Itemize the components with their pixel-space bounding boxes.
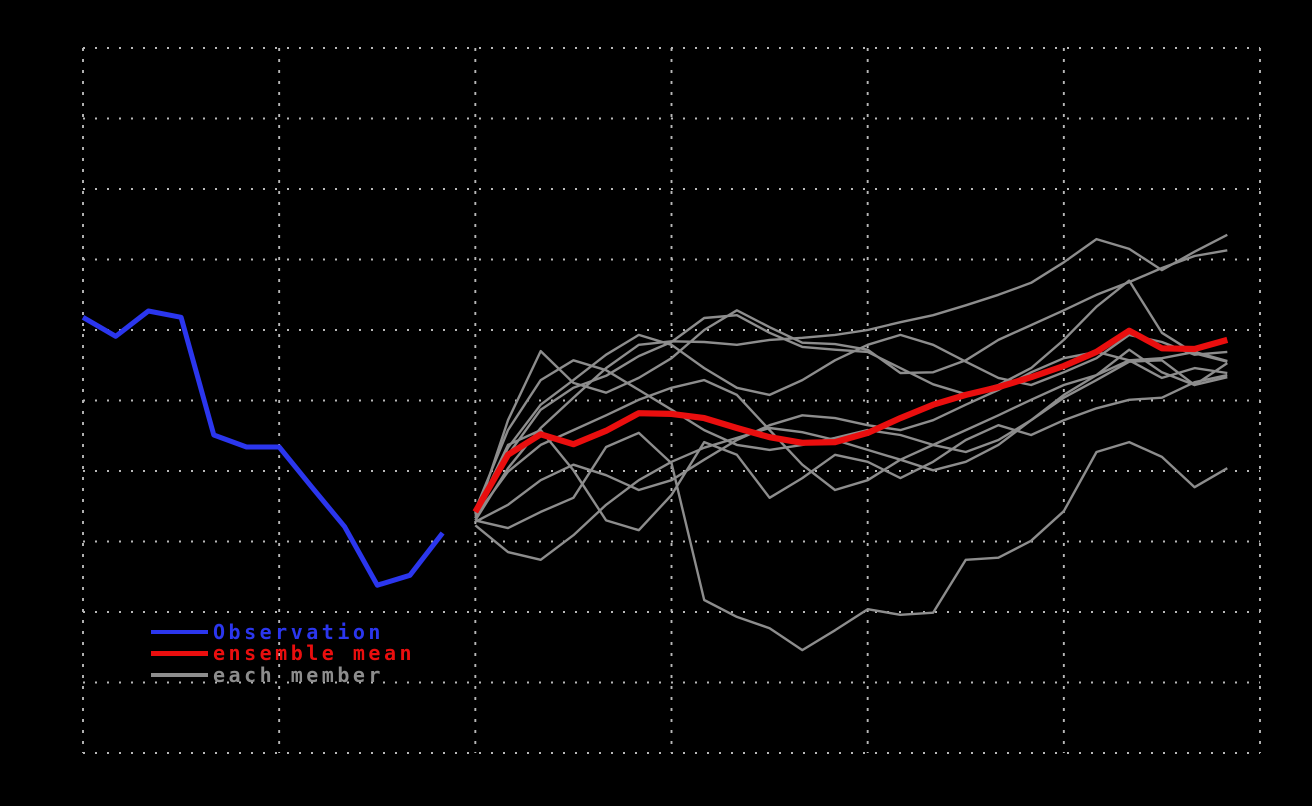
series-ensemble-member: [475, 431, 1228, 652]
series-ensemble-member: [474, 350, 1228, 523]
series-ensemble-member: [474, 233, 1228, 522]
legend-label-ensemble-mean: ensemble mean: [213, 641, 416, 666]
legend-item-observation: Observation: [151, 621, 415, 643]
series-ensemble-member: [474, 373, 1228, 532]
legend-item-each-member: each member: [151, 664, 415, 686]
series-ensemble-member: [474, 350, 1228, 517]
series-observation: [81, 308, 445, 588]
legend-line-observation: [151, 629, 208, 634]
series-ensemble-member: [474, 348, 1228, 511]
legend-line-ensemble-mean: [151, 650, 208, 656]
legend: Observation ensemble mean each member: [151, 621, 415, 686]
series-ensemble-mean: [472, 327, 1229, 514]
legend-label-observation: Observation: [213, 619, 384, 644]
legend-item-ensemble-mean: ensemble mean: [151, 643, 415, 665]
series-ensemble-member: [474, 249, 1228, 519]
series-ensemble-member: [474, 359, 1228, 561]
legend-label-each-member: each member: [213, 662, 384, 687]
legend-line-each-member: [151, 673, 208, 677]
series-ensemble-member: [474, 279, 1228, 516]
